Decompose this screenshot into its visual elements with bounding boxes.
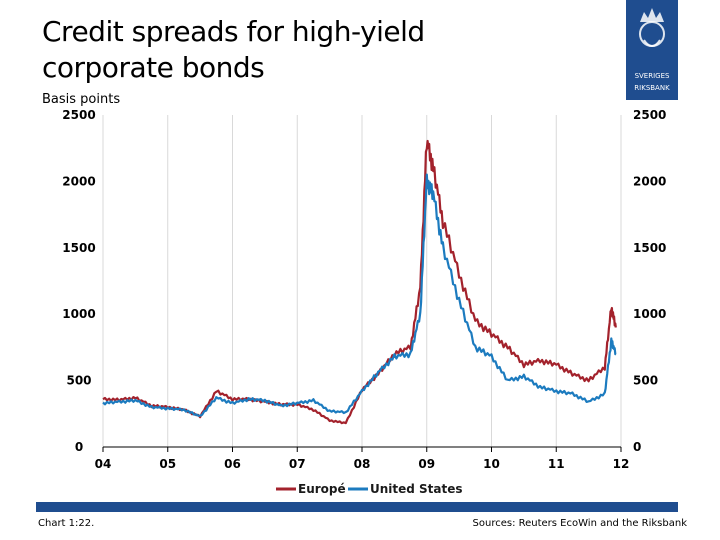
x-tick-label-11: 11	[548, 457, 565, 471]
y-axis-unit-label: Basis points	[42, 92, 121, 107]
legend-label-united-states: United States	[370, 482, 463, 496]
legend: Europé United States	[276, 482, 463, 496]
y-tick-label-right-0: 0	[633, 440, 641, 454]
y-tick-label-left-500: 500	[66, 374, 91, 388]
y-tick-label-right-500: 500	[633, 374, 658, 388]
y-tick-label-left-2500: 2500	[62, 108, 95, 122]
y-tick-label-right-1000: 1000	[633, 307, 666, 321]
x-tick-label-12: 12	[613, 457, 630, 471]
x-tick-label-07: 07	[289, 457, 306, 471]
y-tick-label-right-1500: 1500	[633, 241, 666, 255]
logo-text-line2: RIKSBANK	[634, 84, 670, 92]
chart-title: Credit spreads for high-yield corporate …	[42, 15, 425, 84]
y-tick-label-left-2000: 2000	[62, 174, 95, 188]
chart-number: Chart 1:22.	[38, 518, 95, 529]
axes	[102, 446, 622, 452]
logo-text-line1: SVERIGES	[634, 72, 670, 80]
legend-label-europe: Europé	[298, 482, 346, 496]
y-tick-labels-left: 0 500 1000 1500 2000 2500	[62, 108, 95, 454]
series-line-united-states	[102, 173, 617, 417]
grid-lines	[102, 115, 622, 447]
x-tick-label-05: 05	[159, 457, 176, 471]
y-tick-label-left-1500: 1500	[62, 241, 95, 255]
footer-bar	[36, 502, 678, 512]
series-line-europe	[102, 139, 617, 425]
x-tick-label-04: 04	[95, 457, 112, 471]
series-lines	[102, 139, 617, 425]
x-tick-label-08: 08	[354, 457, 371, 471]
source-note: Sources: Reuters EcoWin and the Riksbank	[472, 518, 687, 529]
x-tick-label-06: 06	[224, 457, 241, 471]
y-tick-label-left-1000: 1000	[62, 307, 95, 321]
x-tick-labels: 04 05 06 07 08 09 10 11 12	[95, 457, 630, 471]
y-tick-label-right-2500: 2500	[633, 108, 666, 122]
y-tick-labels-right: 0 500 1000 1500 2000 2500	[633, 108, 666, 454]
x-tick-label-09: 09	[418, 457, 435, 471]
y-tick-label-left-0: 0	[75, 440, 83, 454]
y-tick-label-right-2000: 2000	[633, 174, 666, 188]
crown-emblem-icon	[639, 8, 665, 47]
x-tick-label-10: 10	[483, 457, 500, 471]
riksbank-logo: SVERIGES RIKSBANK	[626, 0, 678, 100]
